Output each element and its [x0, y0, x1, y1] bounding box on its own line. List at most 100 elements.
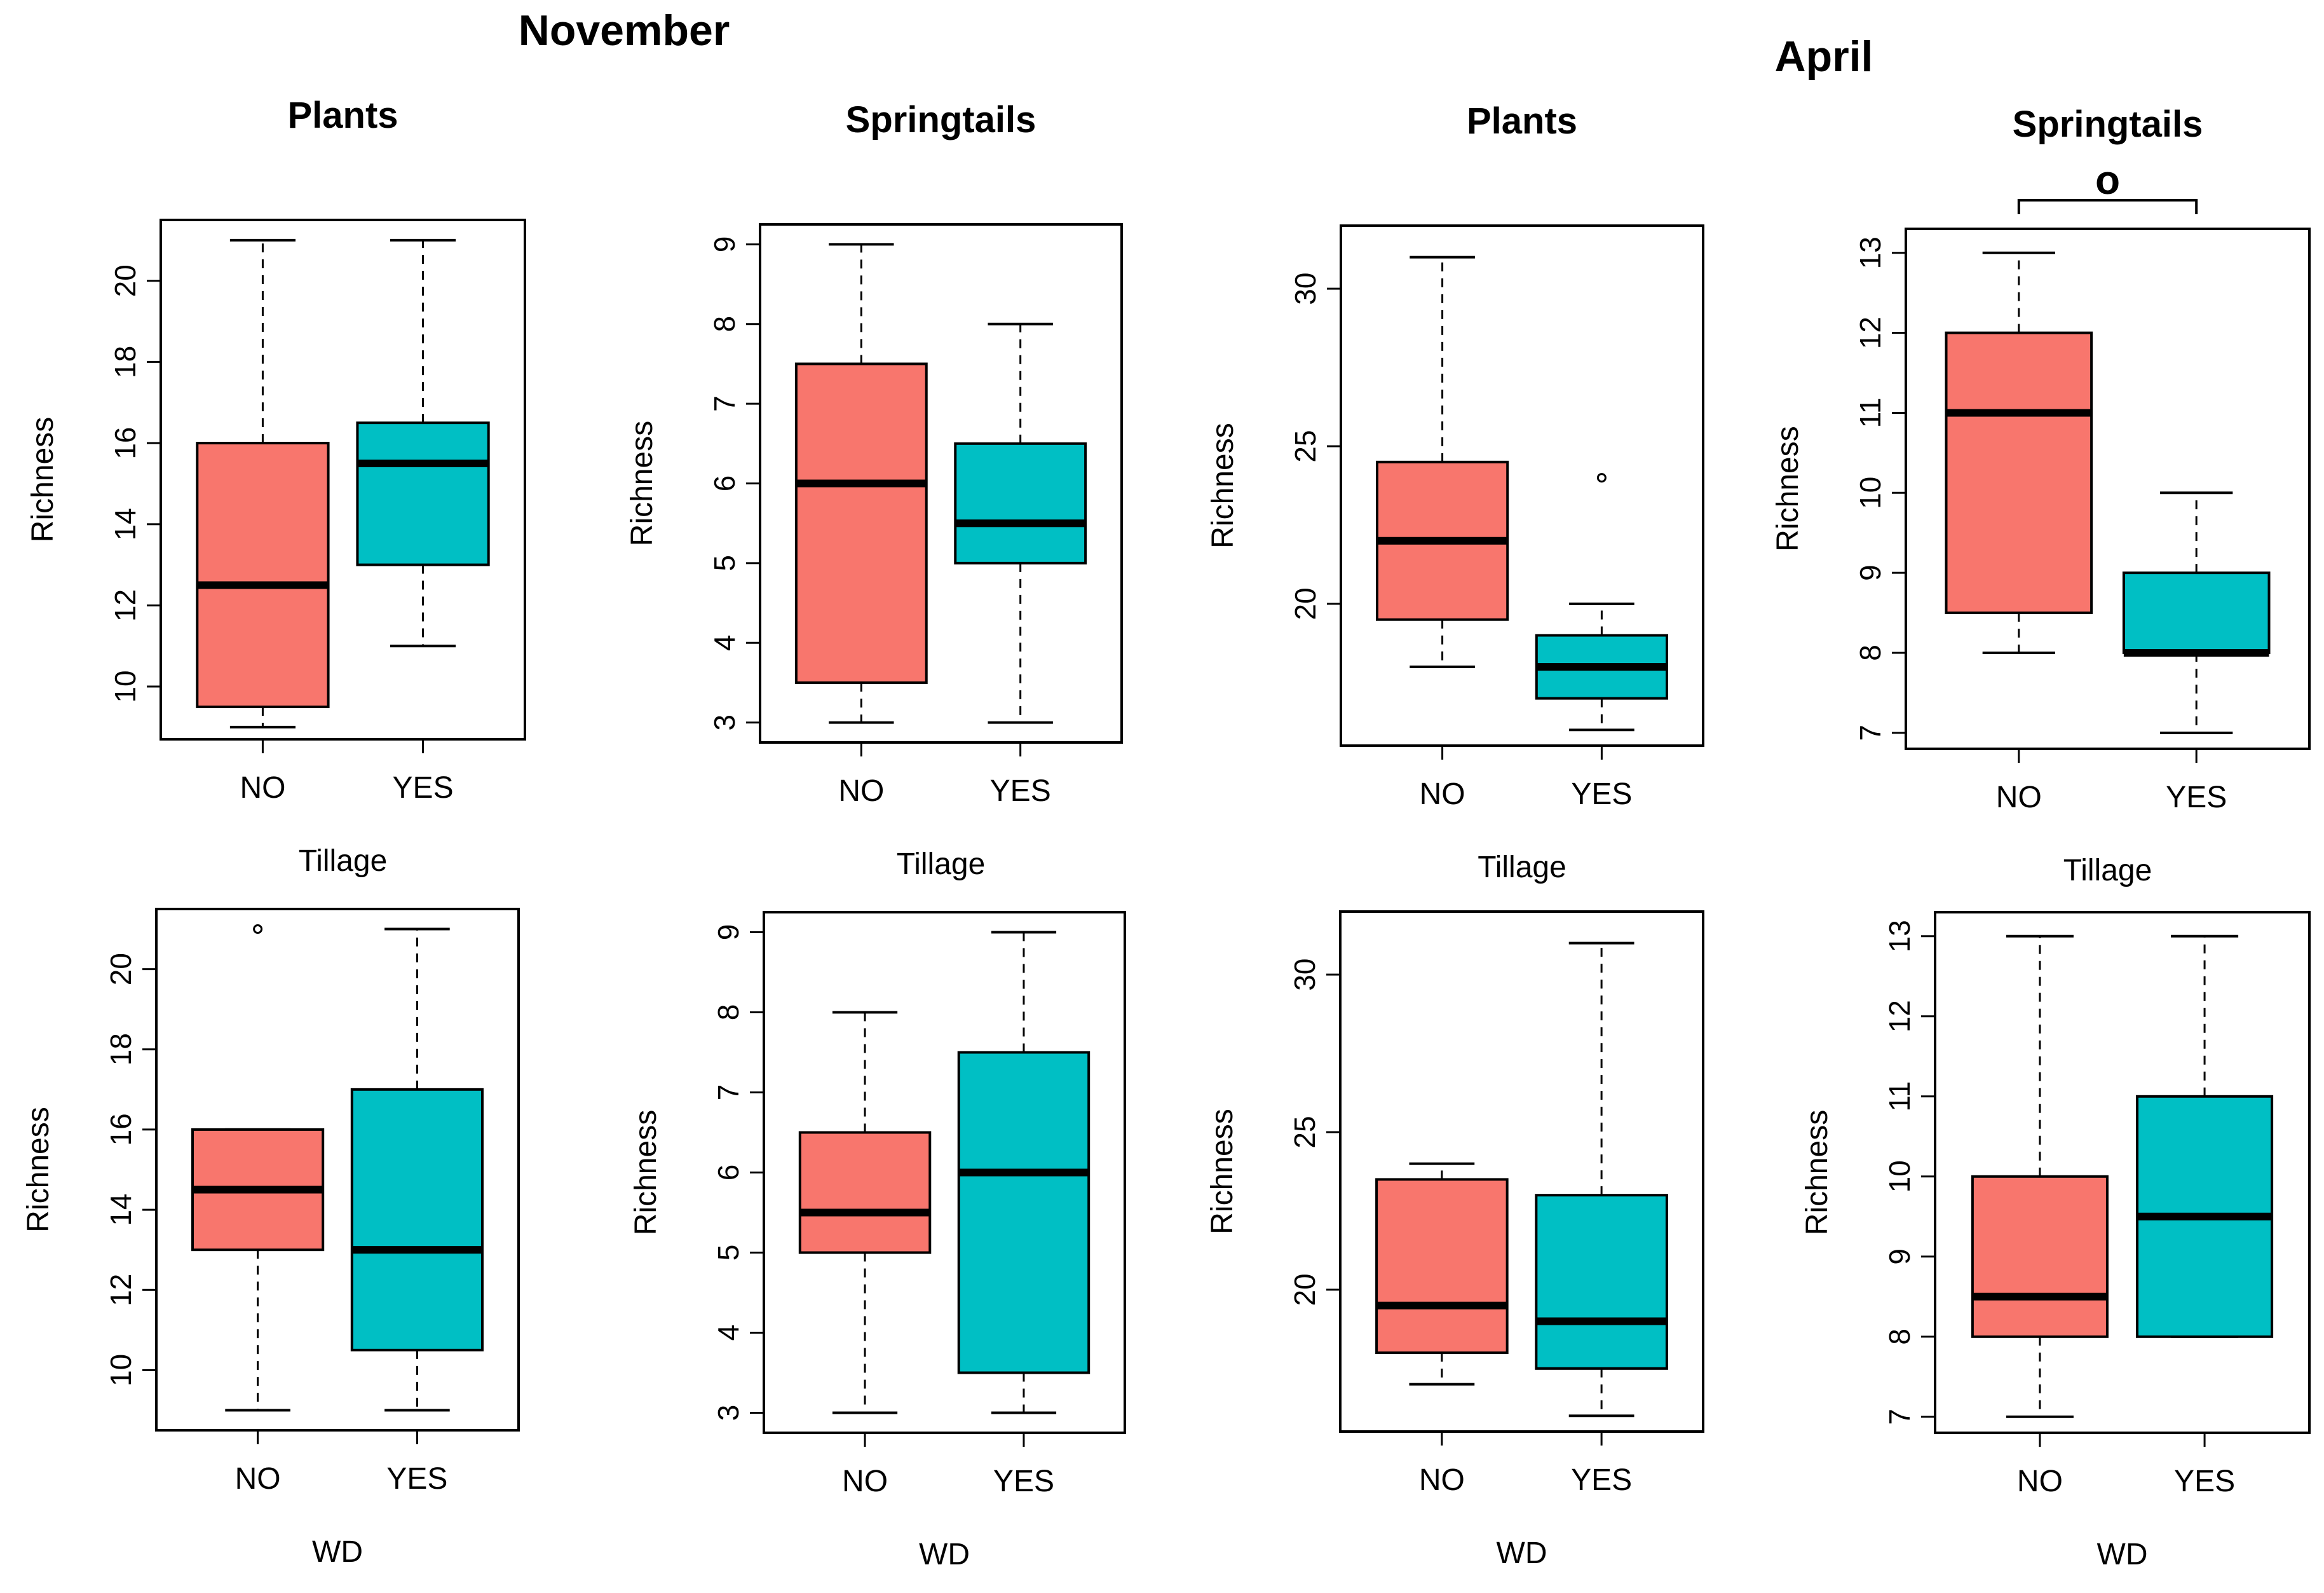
y-tick-label: 9: [712, 924, 745, 941]
y-tick-label: 10: [1854, 477, 1887, 509]
y-tick-label: 20: [109, 264, 142, 297]
y-tick-label: 3: [712, 1405, 745, 1421]
box-yes: [2122, 491, 2271, 734]
y-tick-label: 5: [708, 555, 741, 571]
box-body: [1375, 1178, 1509, 1355]
plot-frame: [1934, 911, 2311, 1434]
bracket-line: [2017, 199, 2198, 214]
x-tick-label-no: NO: [2017, 1465, 2063, 1498]
y-tick-label: 6: [708, 475, 741, 492]
box-yes: [2136, 934, 2274, 1338]
y-tick-label: 12: [1883, 1000, 1916, 1032]
x-axis-label: WD: [2097, 1538, 2148, 1571]
significance-label: o: [2095, 157, 2120, 203]
y-tick-label: 12: [109, 589, 142, 622]
box-no: [1971, 934, 2109, 1418]
outlier-point: [1596, 473, 1607, 483]
y-tick-label: 3: [708, 714, 741, 731]
y-tick-label: 14: [104, 1193, 137, 1226]
y-tick-label: 20: [1289, 587, 1322, 620]
y-tick-label: 11: [1883, 1081, 1916, 1112]
boxplot-panel-1: 10 12 14 16 18 20 Richness NO YES Tillage Plants: [26, 95, 526, 878]
y-tick-label: 25: [1289, 430, 1322, 462]
y-tick-label: 10: [104, 1354, 137, 1386]
box-body: [794, 362, 928, 684]
significance-bracket: o: [2017, 157, 2198, 214]
y-tick-label: 30: [1288, 959, 1321, 991]
outlier-point: [253, 924, 263, 934]
y-tick-label: 8: [1854, 645, 1887, 661]
y-axis-label: Richness: [1771, 426, 1805, 551]
month-title-november: November: [519, 6, 730, 55]
y-axis-label: Richness: [1206, 1109, 1239, 1234]
y-tick-label: 13: [1854, 236, 1887, 269]
box-no: [794, 243, 928, 724]
panel-title: Plants: [287, 95, 398, 136]
y-tick-label: 13: [1883, 920, 1916, 952]
panels-container: 10 12 14 16 18 20 Richness NO YES Tillage Plants 3 4…: [22, 95, 2311, 1571]
x-tick-label-yes: YES: [2166, 781, 2227, 814]
y-tick-label: 11: [1854, 398, 1887, 428]
x-tick-label-yes: YES: [386, 1462, 447, 1496]
x-axis-label: WD: [312, 1535, 363, 1569]
box-no: [798, 1011, 932, 1414]
plot-frame: [1340, 224, 1704, 747]
y-tick-label: 18: [109, 346, 142, 378]
box-yes: [954, 322, 1087, 724]
x-axis-label: Tillage: [897, 847, 986, 881]
x-tick-label-yes: YES: [2174, 1465, 2235, 1498]
y-tick-label: 10: [109, 670, 142, 702]
box-body: [2122, 571, 2271, 654]
boxplot-panel-4: 7 8 9 10 11 12 13 Richness NO YES Tillage Springtai…: [1771, 104, 2311, 887]
x-tick-label-no: NO: [240, 771, 285, 805]
box-body: [954, 442, 1087, 564]
box-body: [1535, 1194, 1668, 1370]
box-yes: [356, 238, 490, 648]
y-tick-label: 9: [1854, 564, 1887, 581]
x-tick-label-no: NO: [1419, 1463, 1465, 1497]
boxplot-panel-8: 7 8 9 10 11 12 13 Richness NO YES WD: [1800, 911, 2311, 1571]
box-yes: [1535, 941, 1668, 1418]
box-body: [1971, 1175, 2109, 1338]
box-no: [1375, 1162, 1509, 1386]
y-tick-label: 14: [109, 508, 142, 540]
panel-title: Springtails: [846, 99, 1036, 140]
x-tick-label-no: NO: [235, 1462, 281, 1496]
plot-frame: [160, 219, 526, 741]
x-tick-label-yes: YES: [1571, 777, 1632, 811]
y-tick-label: 4: [712, 1325, 745, 1341]
box-no: [191, 924, 325, 1412]
y-tick-label: 7: [708, 395, 741, 412]
plot-frame: [1905, 228, 2311, 750]
box-no: [1945, 251, 2093, 654]
x-tick-label-no: NO: [1420, 777, 1465, 811]
box-body: [957, 1051, 1091, 1374]
x-tick-label-yes: YES: [993, 1465, 1054, 1498]
y-tick-label: 12: [1854, 317, 1887, 349]
y-tick-label: 9: [1883, 1248, 1916, 1265]
plot-frame: [1339, 910, 1704, 1433]
y-tick-label: 8: [712, 1004, 745, 1021]
y-tick-label: 25: [1288, 1116, 1321, 1148]
x-tick-label-no: NO: [1996, 781, 2042, 814]
y-axis-label: Richness: [629, 1110, 663, 1235]
y-axis-label: Richness: [22, 1107, 55, 1232]
y-tick-label: 8: [1883, 1329, 1916, 1345]
y-tick-label: 16: [109, 427, 142, 459]
y-tick-label: 18: [104, 1033, 137, 1065]
x-tick-label-no: NO: [838, 774, 884, 808]
boxplot-panel-7: 20 25 30 Richness NO YES WD: [1206, 910, 1704, 1570]
box-yes: [350, 927, 484, 1412]
box-body: [798, 1131, 932, 1254]
boxplot-panel-3: 20 25 30 Richness NO YES Tillage Plants: [1206, 100, 1704, 884]
boxplot-panel-2: 3 4 5 6 7 8 9 Richness NO YES Tillage Springtails: [625, 99, 1123, 881]
month-title-april: April: [1775, 32, 1873, 81]
y-axis-label: Richness: [1206, 423, 1240, 548]
x-axis-label: Tillage: [2063, 854, 2152, 887]
plot-frame: [155, 908, 520, 1432]
x-tick-label-yes: YES: [393, 771, 454, 805]
box-body: [196, 442, 330, 708]
x-axis-label: WD: [919, 1538, 970, 1571]
box-body: [1945, 331, 2093, 615]
